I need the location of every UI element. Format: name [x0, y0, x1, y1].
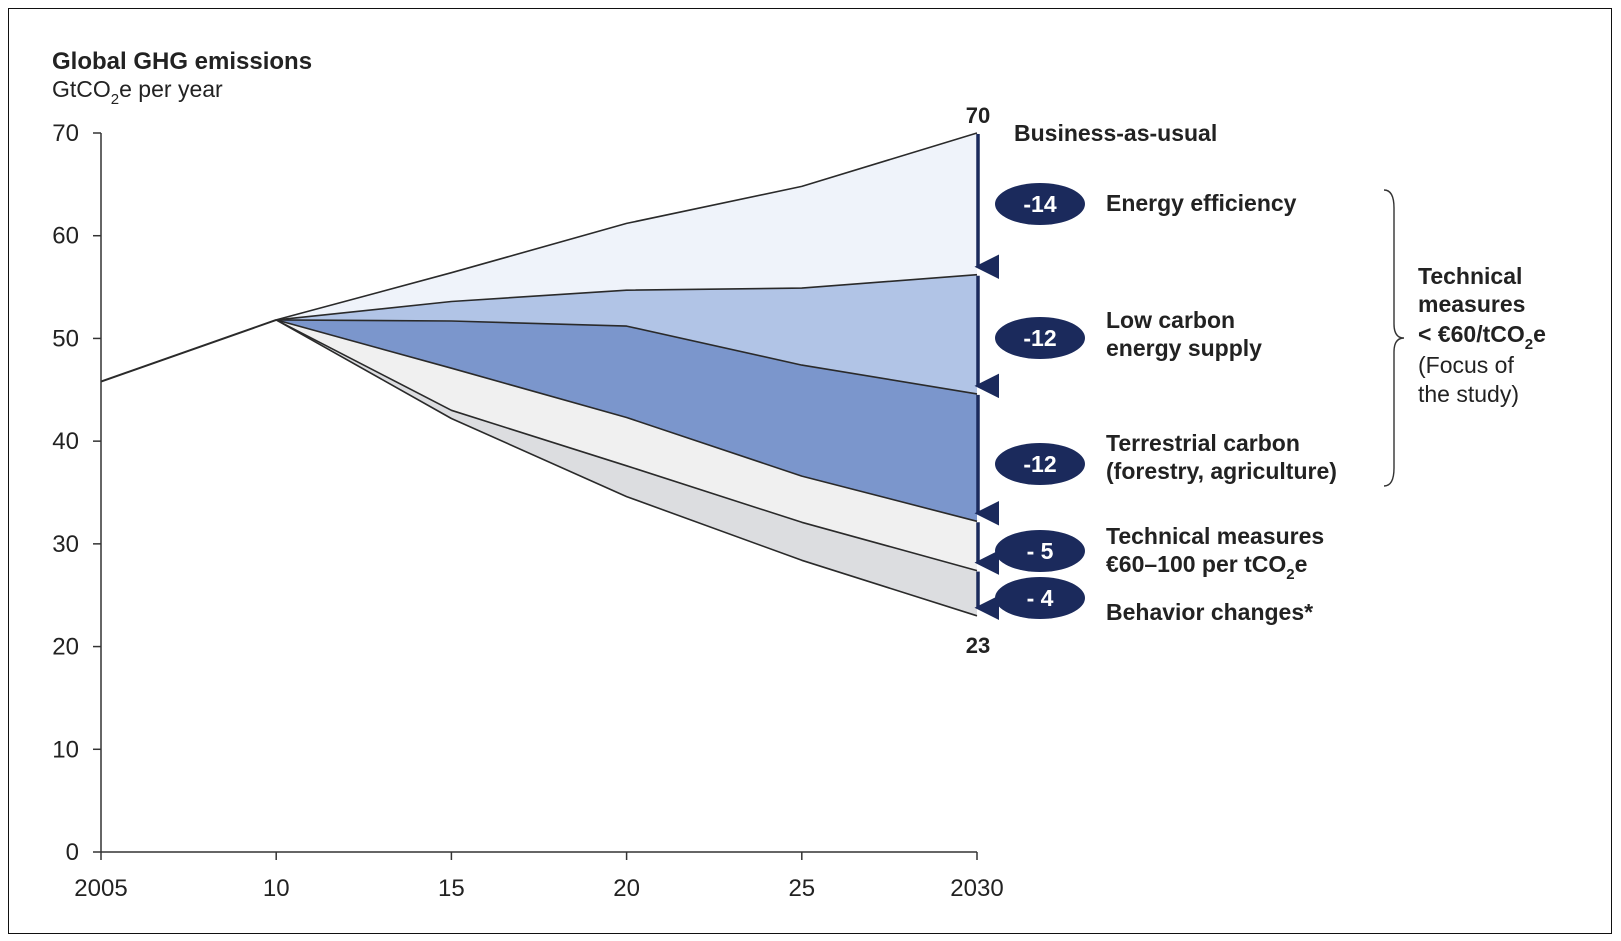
y-axis-ticks: 0 10 20 30 40 50 60 70: [52, 120, 101, 866]
wedge-area-2: [276, 274, 977, 394]
lever-label-3: (forestry, agriculture): [1106, 458, 1337, 484]
y-tick-label: 70: [52, 120, 79, 147]
lever-value-pill-5: [995, 577, 1085, 619]
historic-emissions-line: [100, 318, 277, 383]
bau-2030-value-label: 70: [966, 103, 990, 128]
y-tick-label: 30: [52, 531, 79, 558]
wedge-area-4: [276, 319, 977, 571]
lever-labels: -14 Energy efficiency -12 Low carbonenergy …: [995, 183, 1337, 625]
line-after-low-carbon-supply: [276, 319, 978, 395]
lever-label-4: Technical measures: [1106, 523, 1324, 549]
lever-value-pill-4: [995, 530, 1085, 572]
lever-value-5: - 4: [1027, 585, 1054, 611]
lever-label-5: Behavior changes*: [1106, 599, 1313, 625]
lever-value-1: -14: [1023, 191, 1056, 217]
lever-value-4: - 5: [1027, 538, 1054, 564]
lever-label-3: Terrestrial carbon: [1106, 430, 1300, 456]
bracket-label-line-2: measures: [1418, 291, 1525, 317]
line-after-technical-60-100: [275, 319, 978, 572]
technical-measures-label: Technical measures < €60/tCO2e (Focus of…: [1418, 263, 1546, 407]
lever-value-3: -12: [1023, 451, 1056, 477]
x-tick-label: 2005: [74, 875, 127, 902]
bracket-label-line-1: Technical: [1418, 263, 1522, 289]
lever-value-2: -12: [1023, 325, 1056, 351]
lever-label-1: Energy efficiency: [1106, 190, 1297, 216]
y-tick-label: 20: [52, 634, 79, 661]
technical-measures-bracket: [1383, 189, 1405, 487]
x-tick-label: 20: [613, 875, 640, 902]
y-tick-label: 50: [52, 325, 79, 352]
lever-value-pill-1: [995, 183, 1085, 225]
line-after-energy-efficiency: [276, 273, 978, 321]
bracket-threshold-label: < €60/tCO2e: [1418, 321, 1546, 353]
y-tick-label: 10: [52, 736, 79, 763]
chart-title: Global GHG emissions: [52, 48, 312, 75]
wedge-boundary-lines: [100, 132, 978, 617]
x-tick-label: 2030: [950, 875, 1003, 902]
x-tick-label: 10: [263, 875, 290, 902]
business-as-usual-label: Business-as-usual: [1014, 120, 1217, 146]
y-tick-label: 0: [66, 839, 79, 866]
abatement-areas: [276, 133, 977, 616]
bracket-focus-line-2: the study): [1418, 381, 1519, 407]
lever-value-pill-3: [995, 443, 1085, 485]
line-after-behavior-changes: [275, 319, 978, 617]
x-axis-ticks: 2005 10 15 20 25 2030: [74, 852, 1004, 902]
line-after-terrestrial-carbon: [275, 319, 978, 523]
axes: [100, 133, 977, 853]
wedge-area-3: [276, 319, 977, 522]
y-tick-label: 60: [52, 223, 79, 250]
lever-label-2: energy supply: [1106, 335, 1262, 361]
lever-label-2: Low carbon: [1106, 307, 1235, 333]
line-business-as-usual: [275, 132, 978, 321]
chart-unit-label: GtCO2e per year: [52, 76, 223, 108]
x-tick-label: 25: [788, 875, 815, 902]
final-2030-value-label: 23: [966, 633, 990, 658]
lever-value-pill-2: [995, 317, 1085, 359]
bracket-focus-line-1: (Focus of: [1418, 352, 1514, 378]
y-tick-label: 40: [52, 428, 79, 455]
lever-label-4-cost: €60–100 per tCO2e: [1106, 551, 1307, 583]
x-tick-label: 15: [438, 875, 465, 902]
wedge-area-5: [276, 319, 977, 616]
